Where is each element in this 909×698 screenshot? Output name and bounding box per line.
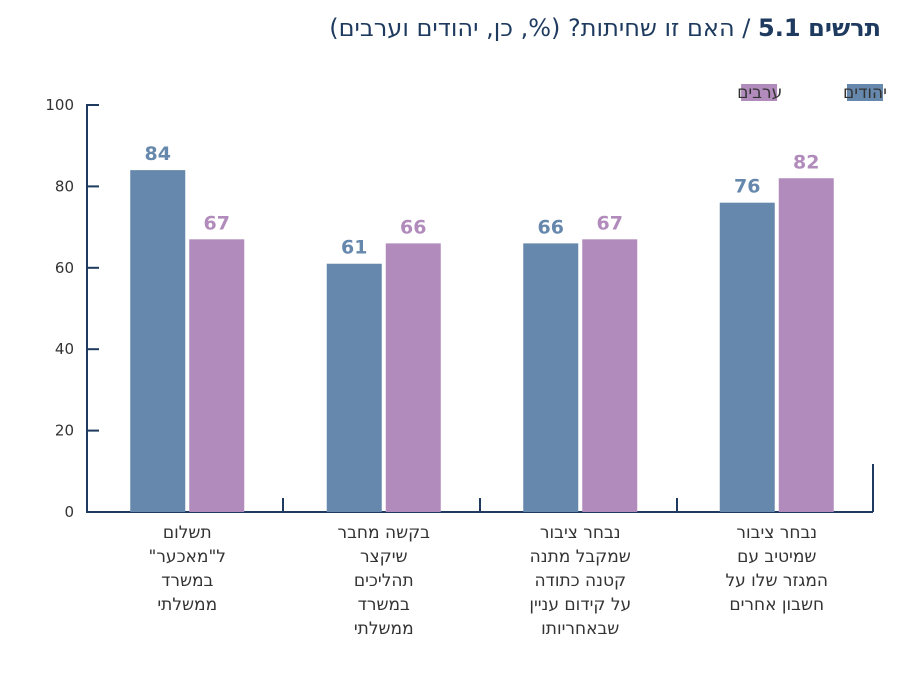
title-text: האם זו שחיתות? (%, כן, יהודים וערבים) [329, 14, 735, 42]
category-label: תהליכים [354, 571, 414, 591]
category-label: על קידום עניין [529, 595, 631, 615]
title-number: 5.1 [758, 14, 801, 42]
value-labels: 84 67 61 66 66 67 76 82 [145, 143, 820, 259]
y-tick-label: 100 [45, 96, 74, 114]
bar-value-label: 61 [341, 237, 367, 259]
title-separator: / [742, 14, 751, 42]
category-labels: תשלום ל"מאכער" במשרד ממשלתי בקשה מחבר שיקצר תה… [149, 523, 829, 639]
bar [326, 263, 382, 512]
title-lead: תרשים [808, 14, 881, 42]
bar [385, 243, 441, 512]
bar [130, 170, 186, 512]
category-label: נבחר ציבור [540, 523, 621, 543]
category-label: המגזר שלו על [725, 571, 828, 591]
category-label: נבחר ציבור [736, 523, 817, 543]
chart-title: תרשים 5.1 / האם זו שחיתות? (%, כן, יהודי… [329, 14, 881, 42]
y-tick-label: 40 [55, 340, 74, 358]
bar-value-label: 66 [400, 216, 426, 238]
category-label: ממשלתי [354, 619, 414, 639]
category-label: ממשלתי [157, 595, 217, 615]
bar-value-label: 67 [597, 212, 623, 234]
bar-value-label: 84 [145, 143, 171, 165]
category-label: ל"מאכער" [149, 547, 226, 567]
bar-value-label: 66 [538, 216, 564, 238]
category-label: שיקצר [360, 547, 408, 567]
bar [523, 243, 579, 512]
bar-value-label: 67 [204, 212, 230, 234]
y-tick-label: 60 [55, 259, 74, 277]
bar [778, 178, 834, 512]
legend: יהודים ערבים [737, 83, 887, 103]
category-label: שמיטיב עם [737, 547, 816, 567]
category-label: במשרד [358, 595, 410, 615]
category-label: במשרד [161, 571, 213, 591]
category-label: שבאחריותו [541, 619, 619, 639]
bars [130, 170, 834, 512]
legend-label: יהודים [843, 83, 887, 103]
y-tick-label: 0 [64, 503, 74, 521]
category-label: קטנה כתודה [534, 571, 626, 591]
category-label: בקשה מחבר [337, 523, 430, 543]
bar [189, 239, 245, 512]
y-tick-label: 20 [55, 422, 74, 440]
bar [719, 202, 775, 512]
y-tick-label: 80 [55, 177, 74, 195]
legend-label: ערבים [737, 83, 782, 103]
bar-value-label: 76 [734, 176, 760, 198]
legend-swatch [847, 84, 883, 101]
legend-swatch [741, 84, 778, 101]
category-label: תשלום [163, 523, 212, 543]
category-label: חשבון אחרים [729, 595, 824, 615]
bar [582, 239, 638, 512]
bar-value-label: 82 [793, 151, 819, 173]
category-label: שמקבל מתנה [530, 547, 631, 567]
